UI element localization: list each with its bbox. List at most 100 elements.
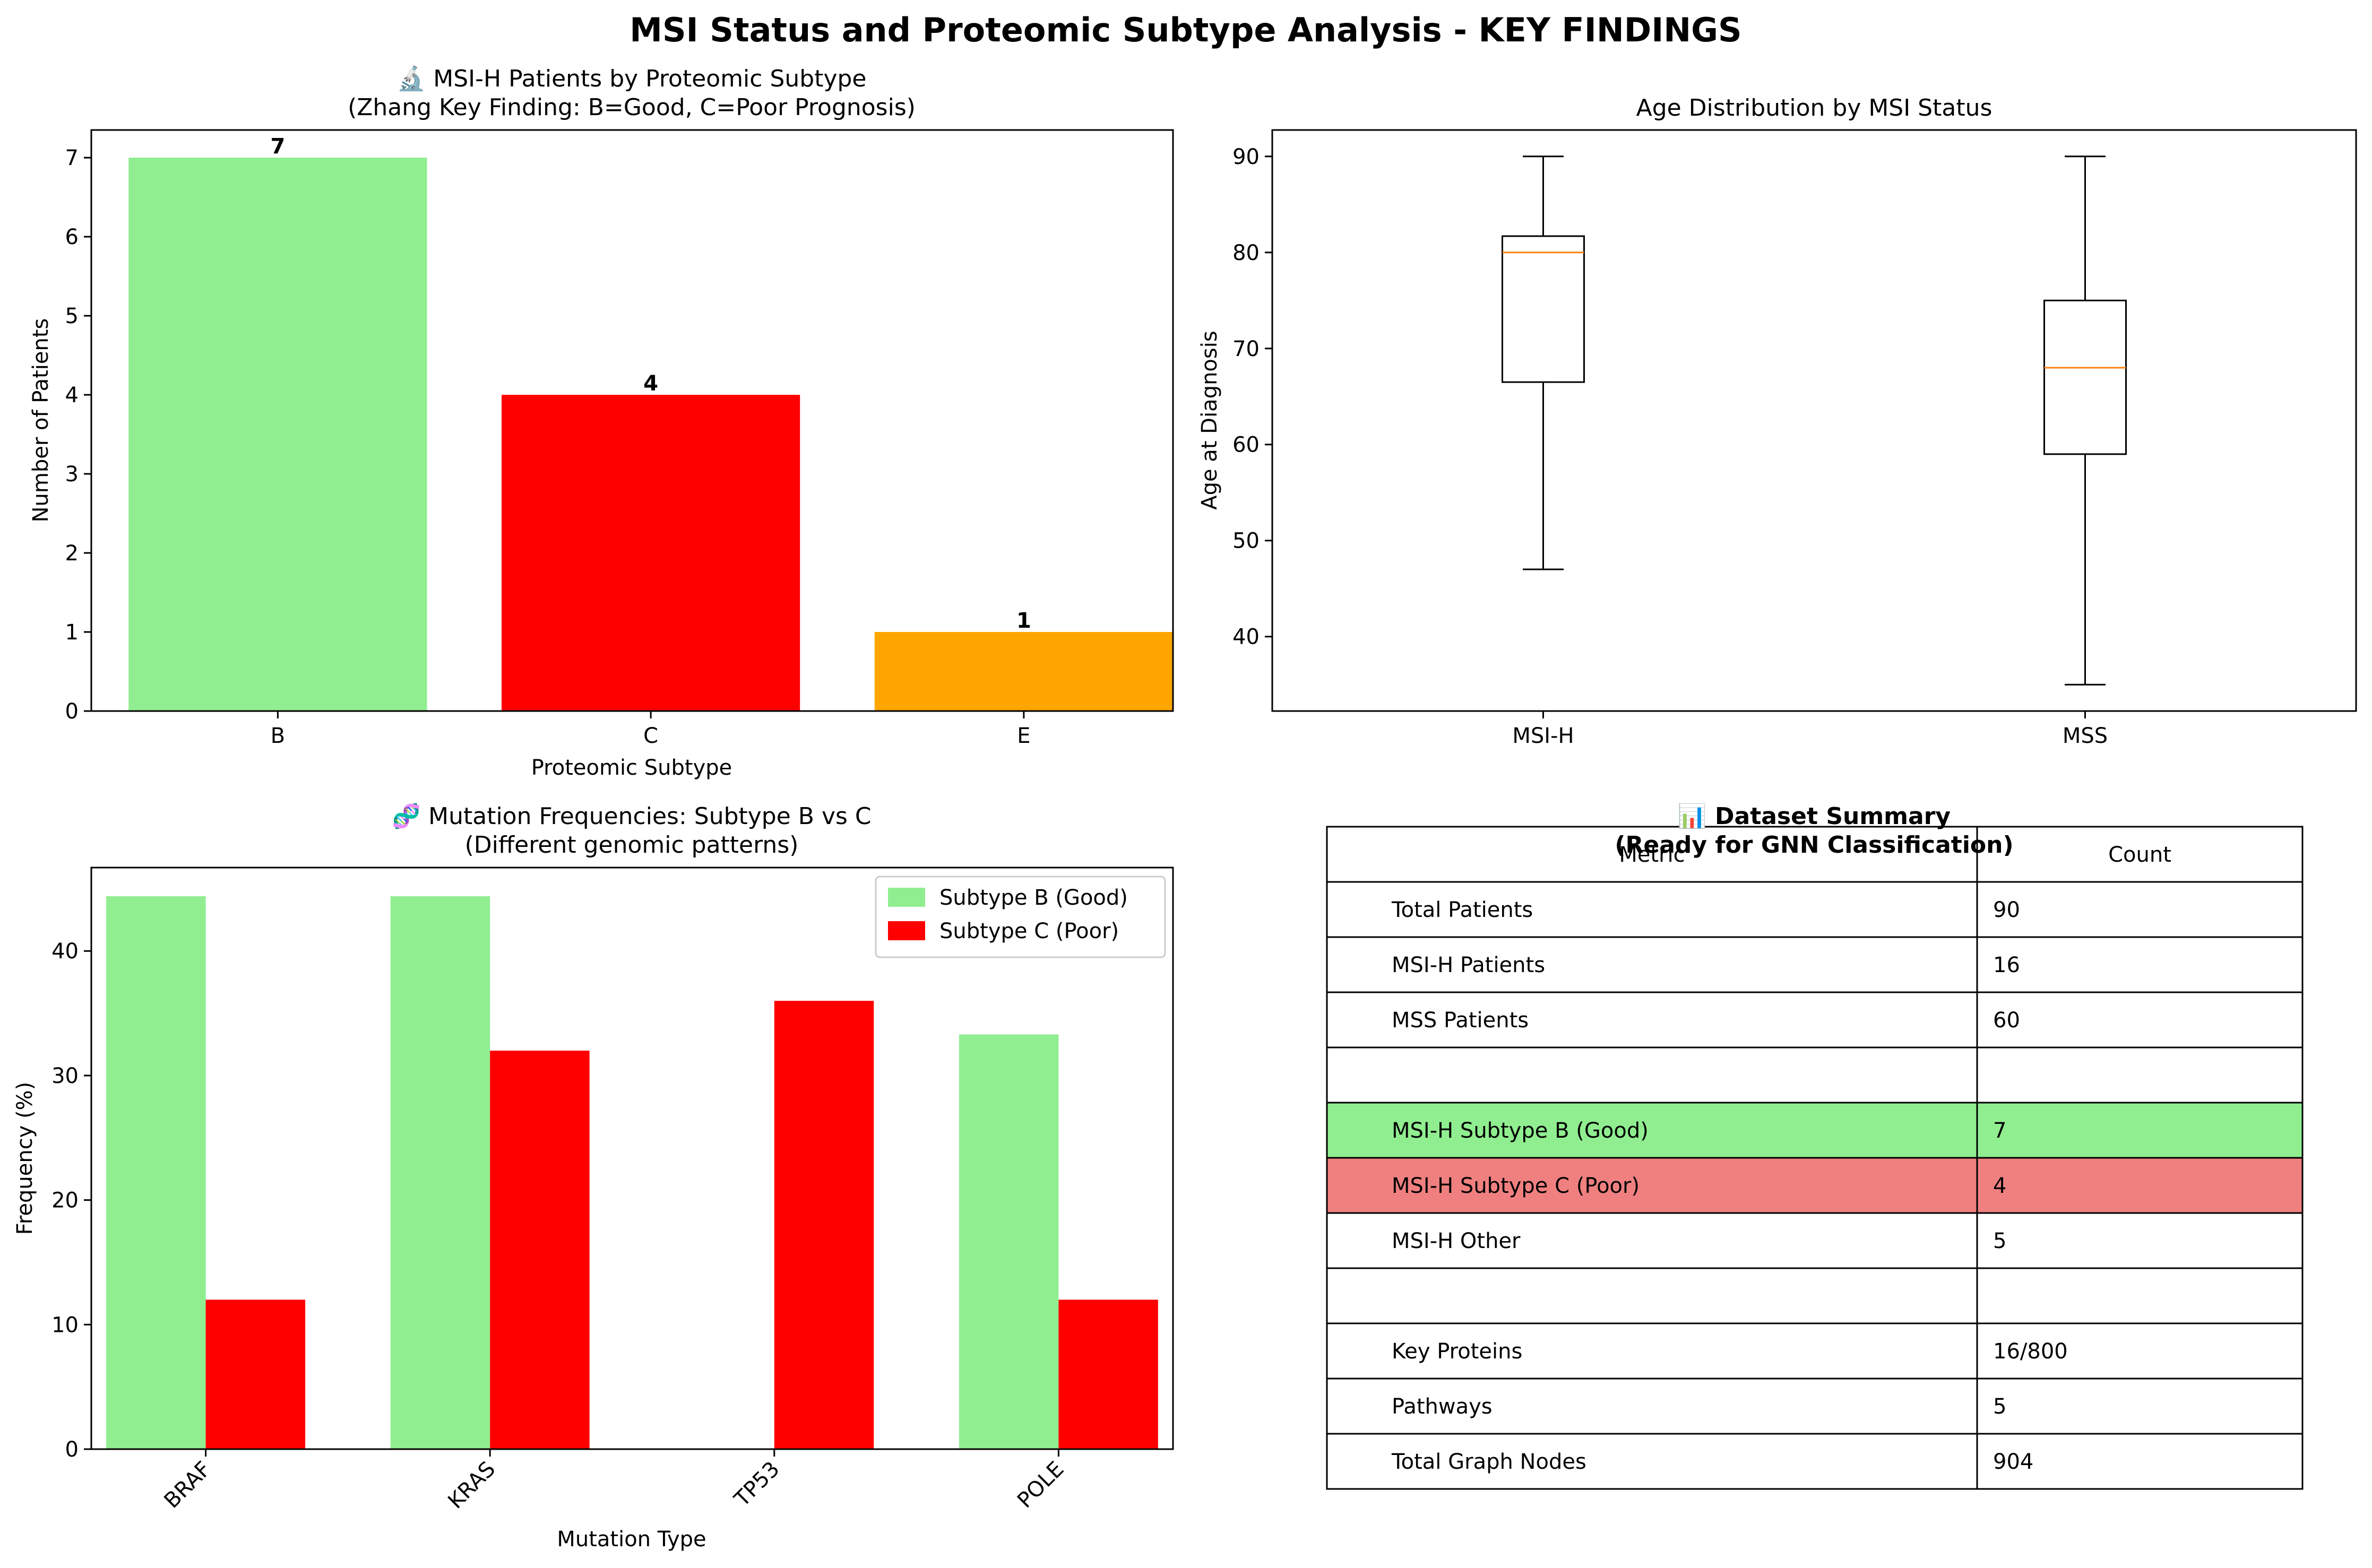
y-tick-label: 90: [1232, 145, 1260, 169]
table-metric-label: MSS Patients: [1392, 1008, 1529, 1033]
mutation-frequency-chart: 🧬 Mutation Frequencies: Subtype B vs C (…: [13, 802, 1174, 1552]
x-tick-label-TP53: TP53: [729, 1457, 784, 1512]
y-tick-label: 10: [51, 1313, 79, 1337]
chart-title: 🧬 Mutation Frequencies: Subtype B vs C: [392, 802, 871, 830]
table-cell-metric: [1326, 1046, 1978, 1104]
table-cell-metric: [1326, 881, 1978, 938]
bar-TP53-series-1: [774, 1001, 874, 1449]
table-metric-label: MSI-H Subtype C (Poor): [1392, 1174, 1640, 1198]
x-tick-label-KRAS: KRAS: [443, 1457, 500, 1514]
chart-subtitle: (Different genomic patterns): [465, 831, 799, 859]
bar-BRAF-series-1: [205, 1300, 306, 1449]
table-cell-count: [1976, 1046, 2304, 1104]
table-subtitle: (Ready for GNN Classification): [1615, 831, 2013, 859]
legend-swatch-b: [888, 888, 925, 907]
table-count-value: 904: [1993, 1450, 2033, 1474]
x-tick-label-POLE: POLE: [1013, 1457, 1068, 1513]
y-tick-label: 40: [1232, 625, 1260, 649]
table-metric-label: MSI-H Other: [1392, 1229, 1521, 1253]
legend: Subtype B (Good) Subtype C (Poor): [875, 876, 1166, 958]
y-tick-label: 7: [65, 146, 79, 170]
plot-frame: [90, 867, 1174, 1450]
table-count-value: 60: [1993, 1008, 2020, 1033]
figure-suptitle: MSI Status and Proteomic Subtype Analysi…: [629, 11, 1741, 49]
table-title: 📊 Dataset Summary: [1678, 803, 1951, 830]
box-MSI-H: [1502, 235, 1585, 383]
table-header-metric: Metric: [1619, 843, 1685, 867]
table-cell-metric: [1326, 1322, 1978, 1380]
y-tick-label: 40: [51, 939, 79, 964]
bar-BRAF-series-0: [106, 896, 206, 1449]
dataset-summary-table: Metric Count Total Patients 90 MSI-H Patient…: [1326, 803, 2304, 1490]
table-cell-count: [1976, 1322, 2304, 1380]
table-cell-metric: [1326, 826, 1978, 883]
table-cell-count: [1976, 1157, 2304, 1214]
table-cell-count: [1976, 1102, 2304, 1159]
table-metric-label: Pathways: [1392, 1394, 1493, 1419]
table-count-value: 4: [1993, 1174, 2006, 1198]
x-tick-label-MSS: MSS: [2063, 724, 2108, 748]
x-tick-label-E: E: [1017, 724, 1030, 748]
table-cell-count: [1976, 936, 2304, 993]
legend-swatch-c: [888, 921, 925, 940]
table-header-count: Count: [2108, 843, 2171, 867]
data-label-C: 4: [643, 371, 658, 396]
chart-title: Age Distribution by MSI Status: [1636, 94, 1993, 122]
y-tick-label: 6: [65, 225, 79, 249]
table-cell-count: [1976, 1433, 2304, 1490]
plot-frame: [1271, 129, 2357, 712]
y-tick-label: 60: [1232, 433, 1260, 457]
table-cell-count: [1976, 1378, 2304, 1435]
x-tick-label-C: C: [643, 724, 658, 748]
table-metric-label: MSI-H Patients: [1392, 953, 1545, 977]
table-count-value: 16/800: [1993, 1339, 2068, 1364]
chart-title: 🔬 MSI-H Patients by Proteomic Subtype: [396, 64, 866, 92]
bar-KRAS-series-1: [490, 1050, 590, 1449]
y-axis-label: Age at Diagnosis: [1197, 331, 1222, 509]
legend-frame: [875, 876, 1166, 958]
table-metric-label: MSI-H Subtype B (Good): [1392, 1119, 1649, 1143]
plot-frame: [90, 129, 1174, 712]
y-tick-label: 50: [1232, 529, 1260, 553]
table-metric-label: Total Patients: [1391, 898, 1533, 922]
y-tick-label: 2: [65, 541, 79, 566]
chart-subtitle: (Zhang Key Finding: B=Good, C=Poor Progn…: [348, 94, 916, 121]
y-tick-label: 0: [65, 699, 79, 724]
data-label-E: 1: [1016, 609, 1031, 633]
table-count-value: 7: [1993, 1119, 2006, 1143]
y-axis-label: Number of Patients: [29, 318, 53, 523]
y-axis-label: Frequency (%): [13, 1082, 37, 1235]
table-cell-count: [1976, 1267, 2304, 1324]
y-tick-label: 1: [65, 620, 79, 645]
bar-POLE-series-1: [1058, 1300, 1158, 1449]
table-cell-count: [1976, 991, 2304, 1049]
y-tick-label: 0: [65, 1437, 79, 1462]
legend-label-b: Subtype B (Good): [939, 886, 1128, 910]
table-cell-metric: [1326, 1433, 1978, 1490]
age-box-plot: Age Distribution by MSI Status MSI-H MSS 4…: [1197, 94, 2357, 748]
y-tick-label: 4: [65, 383, 79, 408]
table-cell-count: [1976, 826, 2304, 883]
x-axis-label: Mutation Type: [557, 1527, 706, 1552]
box-MSS: [2043, 299, 2127, 455]
bar-E: [874, 632, 1173, 711]
table-metric-label: Key Proteins: [1392, 1339, 1522, 1364]
table-cell-metric: [1326, 1267, 1978, 1324]
y-tick-label: 80: [1232, 241, 1260, 265]
y-tick-label: 70: [1232, 337, 1260, 361]
y-tick-label: 20: [51, 1189, 79, 1213]
x-tick-label-MSI-H: MSI-H: [1512, 724, 1574, 748]
x-axis-label: Proteomic Subtype: [531, 756, 732, 780]
table-count-value: 90: [1993, 898, 2020, 922]
table-count-value: 5: [1993, 1229, 2006, 1253]
bar-C: [502, 395, 800, 711]
table-count-value: 16: [1993, 953, 2020, 977]
table-cell-metric: [1326, 936, 1978, 993]
table-count-value: 5: [1993, 1394, 2006, 1419]
table-cell-metric: [1326, 1212, 1978, 1269]
x-tick-label-BRAF: BRAF: [160, 1457, 216, 1513]
bar-POLE-series-0: [959, 1034, 1059, 1449]
table-metric-label: Total Graph Nodes: [1391, 1450, 1586, 1474]
x-tick-label-B: B: [271, 724, 285, 748]
